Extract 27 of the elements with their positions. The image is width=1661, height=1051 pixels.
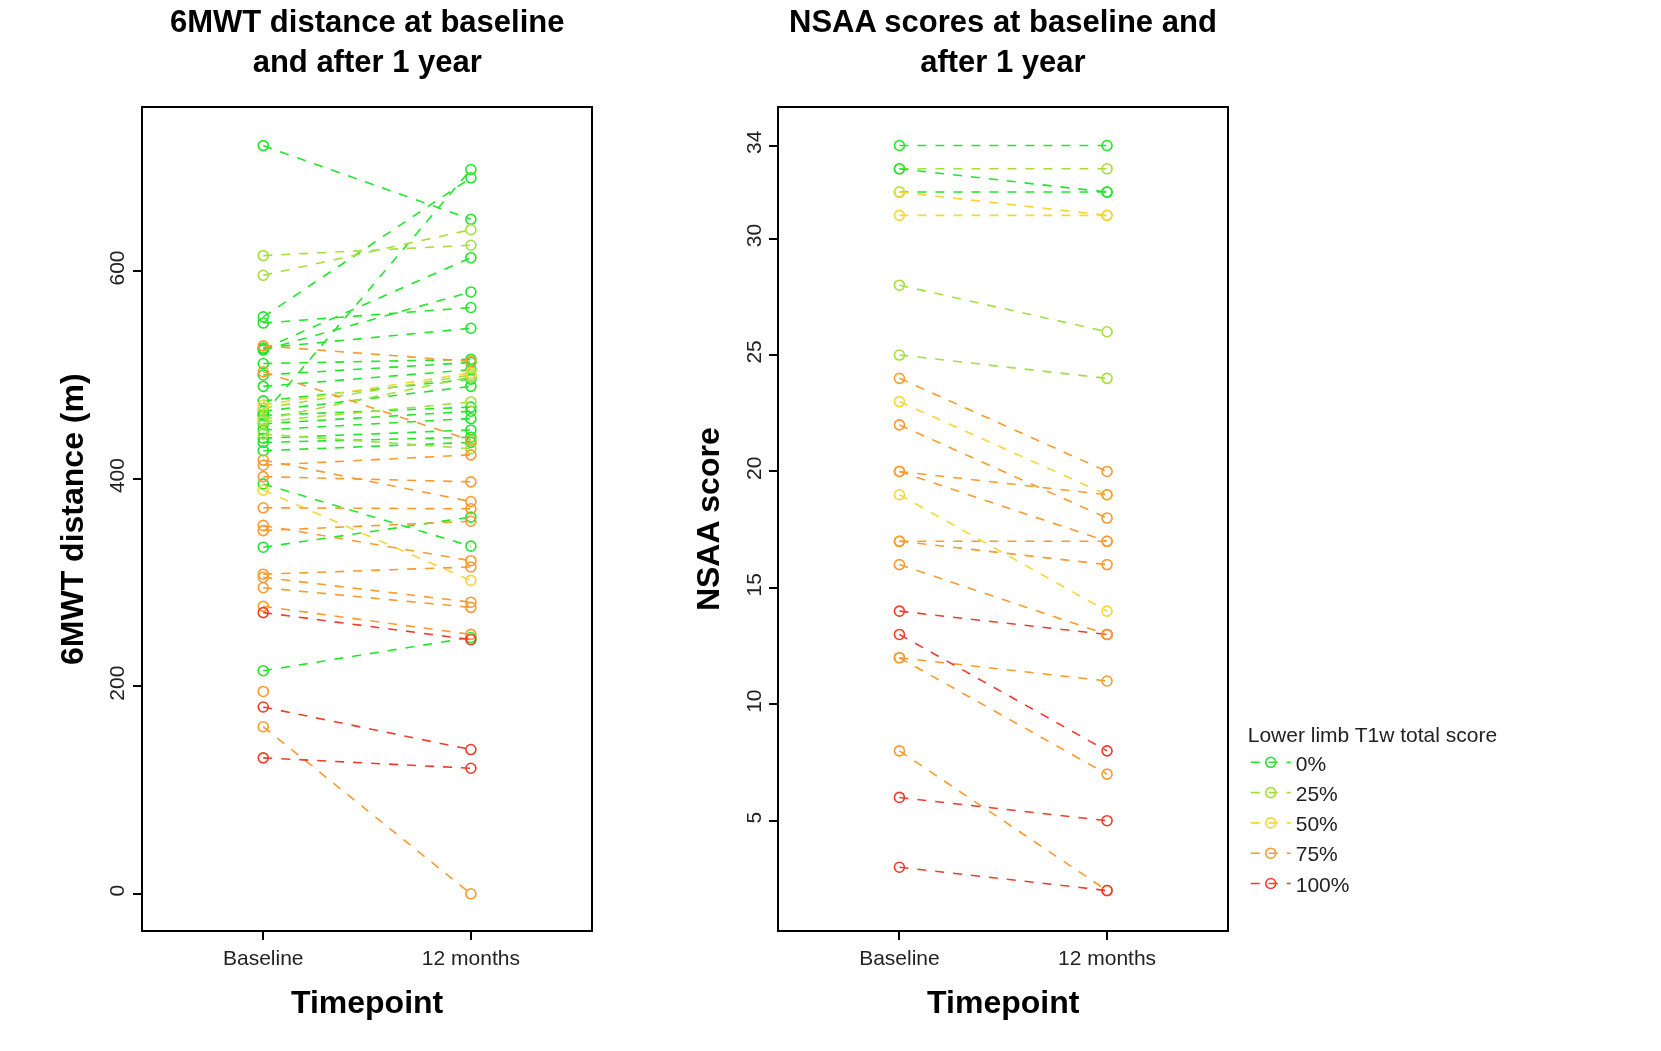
x-axis-title: Timepoint <box>927 983 1080 1020</box>
legend-title: Lower limb T1w total score <box>1247 723 1498 747</box>
y-tick-label: 0 <box>105 884 129 897</box>
legend-label: 75% <box>1295 842 1338 866</box>
chart-title: NSAA scores at baseline and after 1 year <box>789 4 1217 80</box>
y-tick-label: 25 <box>741 340 765 364</box>
y-axis-title: 6MWT distance (m) <box>54 373 91 665</box>
legend-label: 100% <box>1295 872 1350 896</box>
chart-title: 6MWT distance at baseline and after 1 year <box>170 4 565 80</box>
legend-label: 0% <box>1295 751 1327 775</box>
x-tick-label: Baseline <box>859 946 940 970</box>
y-tick-label: 600 <box>105 250 129 286</box>
legend-label: 50% <box>1295 812 1338 836</box>
y-tick-label: 30 <box>741 223 765 248</box>
legend-label: 25% <box>1295 781 1338 805</box>
y-tick-label: 20 <box>741 456 765 480</box>
x-axis-title: Timepoint <box>290 983 444 1020</box>
x-tick-label: Baseline <box>222 946 304 970</box>
y-tick-label: 10 <box>741 689 765 713</box>
y-tick-label: 200 <box>105 665 129 701</box>
y-axis-title: NSAA score <box>690 427 727 612</box>
y-tick-label: 400 <box>105 458 129 494</box>
y-tick-label: 34 <box>741 130 765 155</box>
x-tick-label: 12 months <box>421 946 520 970</box>
y-tick-label: 5 <box>741 811 765 824</box>
y-tick-label: 15 <box>741 573 765 597</box>
x-tick-label: 12 months <box>1058 946 1157 970</box>
